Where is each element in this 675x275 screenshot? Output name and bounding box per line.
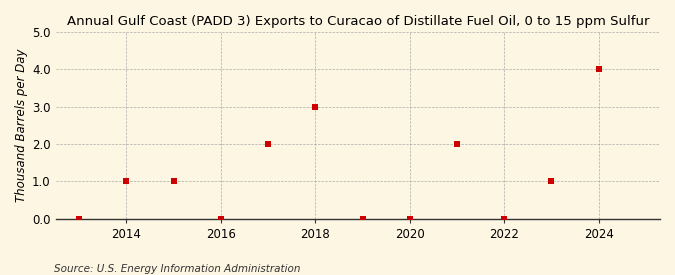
Point (452, 142, 462, 146)
Point (215, 216, 226, 221)
Point (404, 216, 415, 221)
Point (593, 67, 604, 72)
Point (121, 179, 132, 184)
Point (499, 216, 510, 221)
Title: Annual Gulf Coast (PADD 3) Exports to Curacao of Distillate Fuel Oil, 0 to 15 pp: Annual Gulf Coast (PADD 3) Exports to Cu… (67, 15, 649, 28)
Point (74, 216, 84, 221)
Point (546, 179, 557, 184)
Text: Source: U.S. Energy Information Administration: Source: U.S. Energy Information Administ… (54, 264, 300, 274)
Point (168, 179, 179, 184)
Point (263, 142, 273, 146)
Point (310, 104, 321, 109)
Y-axis label: Thousand Barrels per Day: Thousand Barrels per Day (15, 49, 28, 202)
Point (357, 216, 368, 221)
